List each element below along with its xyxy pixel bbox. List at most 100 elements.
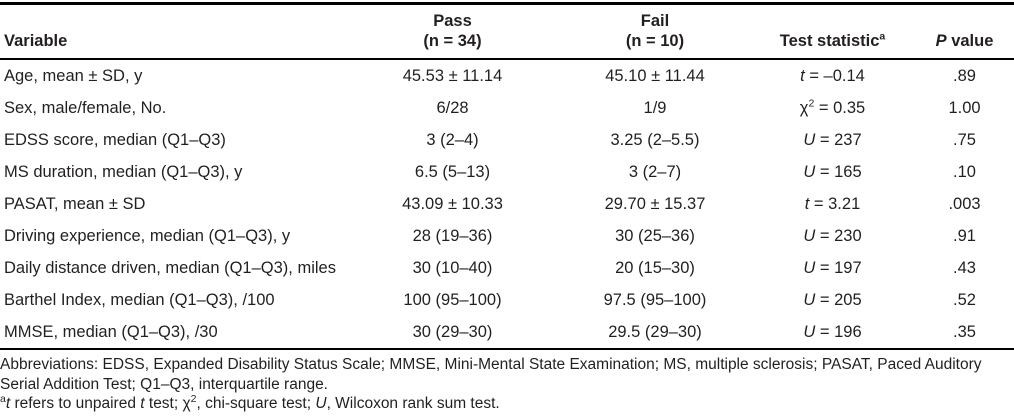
header-p-rest: value	[946, 32, 994, 50]
footnote-a-u: U	[315, 395, 327, 412]
footnote-a-t1: t	[5, 395, 11, 412]
header-p-value: P value	[915, 3, 1014, 60]
header-pass-line2: (n = 34)	[423, 32, 482, 50]
pass-value-cell: 6.5 (5–13)	[414, 163, 491, 181]
pass-value-cell: 45.53 ± 11.14	[402, 67, 503, 85]
fail-value-cell: 20 (15–30)	[615, 259, 695, 277]
header-fail-line1: Fail	[640, 12, 670, 30]
table-row: Daily distance driven, median (Q1–Q3), m…	[0, 252, 1014, 284]
statistic-symbol: U	[803, 323, 816, 341]
fail-value-cell: 29.5 (29–30)	[608, 323, 702, 341]
p-value-cell: .43	[953, 259, 976, 277]
statistic-symbol: t	[804, 195, 810, 213]
test-statistic-cell: U = 165	[750, 156, 915, 188]
table-row: EDSS score, median (Q1–Q3) 3 (2–4) 3.25 (2…	[0, 124, 1014, 156]
test-statistic-cell: U = 196	[750, 316, 915, 349]
p-value-cell: .89	[953, 67, 976, 85]
abbreviations-note: Abbreviations: EDSS, Expanded Disability…	[0, 356, 982, 393]
statistic-symbol: U	[803, 163, 816, 181]
table-row: PASAT, mean ± SD 43.09 ± 10.33 29.70 ± 15.…	[0, 188, 1014, 220]
pass-value-cell: 30 (10–40)	[412, 259, 493, 277]
test-statistic-cell: U = 230	[750, 220, 915, 252]
table-row: Sex, male/female, No. 6/28 1/9 χ2 = 0.35 1.0…	[0, 92, 1014, 124]
statistic-value: = –0.14	[804, 67, 865, 85]
footnote-a-mid1: refers to unpaired	[10, 395, 141, 412]
statistic-value: = 237	[815, 131, 862, 149]
test-statistic-cell: t = 3.21	[750, 188, 915, 220]
p-value-cell: .52	[953, 291, 976, 309]
test-statistic-cell: χ2 = 0.35	[750, 92, 915, 124]
table-footnotes: Abbreviations: EDSS, Expanded Disability…	[0, 355, 1014, 414]
variable-cell: PASAT, mean ± SD	[4, 195, 146, 213]
p-value-cell: 1.00	[948, 99, 981, 117]
pass-value-cell: 28 (19–36)	[412, 227, 493, 245]
variable-cell: MS duration, median (Q1–Q3), y	[4, 163, 243, 181]
statistic-value: = 196	[815, 323, 862, 341]
fail-value-cell: 3 (2–7)	[628, 163, 682, 181]
fail-value-cell: 3.25 (2–5.5)	[610, 131, 700, 149]
statistic-value: = 3.21	[809, 195, 861, 213]
p-value-cell: .91	[953, 227, 976, 245]
statistic-value: = 0.35	[814, 99, 866, 117]
test-statistic-cell: U = 237	[750, 124, 915, 156]
header-p-italic: P	[935, 32, 947, 50]
footnote-a-mid3: , chi-square test;	[196, 395, 316, 412]
statistic-symbol: U	[803, 227, 816, 245]
p-value-cell: .75	[953, 131, 976, 149]
variable-cell: Sex, male/female, No.	[4, 99, 167, 117]
p-value-cell: .10	[953, 163, 976, 181]
footnote-a-marker: a	[0, 392, 6, 405]
variable-cell: Daily distance driven, median (Q1–Q3), m…	[4, 259, 336, 277]
variable-cell: Age, mean ± SD, y	[4, 67, 143, 85]
footnote-a: at refers to unpaired t test; χ2, chi-sq…	[0, 394, 1014, 414]
header-variable: Variable	[0, 3, 345, 60]
statistic-symbol: t	[800, 67, 805, 85]
footnote-a-chi-sup: 2	[190, 392, 197, 405]
fail-value-cell: 1/9	[643, 99, 667, 117]
table-row: MS duration, median (Q1–Q3), y 6.5 (5–13)…	[0, 156, 1014, 188]
statistic-value: = 165	[815, 163, 862, 181]
statistics-table: Variable Pass (n = 34) Fail (n = 10) Tes…	[0, 2, 1014, 350]
table-header: Variable Pass (n = 34) Fail (n = 10) Tes…	[0, 3, 1014, 60]
table-row: Driving experience, median (Q1–Q3), y 28 …	[0, 220, 1014, 252]
header-row: Variable Pass (n = 34) Fail (n = 10) Tes…	[0, 3, 1014, 60]
footnote-a-t2: t	[140, 395, 145, 412]
footnote-a-chi: χ	[182, 395, 191, 412]
pass-value-cell: 100 (95–100)	[403, 291, 502, 309]
statistic-symbol: U	[803, 259, 816, 277]
table-row: Age, mean ± SD, y 45.53 ± 11.14 45.10 ± 11…	[0, 59, 1014, 92]
fail-value-cell: 97.5 (95–100)	[603, 291, 707, 309]
footnote-a-end: , Wilcoxon rank sum test.	[326, 395, 500, 412]
variable-cell: EDSS score, median (Q1–Q3)	[4, 131, 226, 149]
fail-value-cell: 45.10 ± 11.44	[605, 67, 705, 85]
statistic-value: = 197	[815, 259, 862, 277]
header-test-statistic-label: Test statistic	[779, 32, 880, 50]
variable-cell: Driving experience, median (Q1–Q3), y	[4, 227, 291, 245]
test-statistic-cell: t = –0.14	[750, 59, 915, 92]
fail-value-cell: 29.70 ± 15.37	[604, 195, 706, 213]
header-fail: Fail (n = 10)	[560, 3, 750, 60]
statistic-value: = 205	[815, 291, 862, 309]
pass-value-cell: 43.09 ± 10.33	[402, 195, 503, 213]
header-pass: Pass (n = 34)	[345, 3, 560, 60]
pass-value-cell: 3 (2–4)	[426, 131, 479, 149]
header-variable-label: Variable	[4, 32, 68, 50]
header-fail-line2: (n = 10)	[625, 32, 685, 50]
header-test-statistic-footnote-marker: a	[879, 30, 886, 43]
header-test-statistic: Test statistica	[750, 3, 915, 60]
header-pass-line1: Pass	[433, 12, 472, 30]
test-statistic-cell: U = 205	[750, 284, 915, 316]
pass-value-cell: 30 (29–30)	[412, 323, 493, 341]
test-statistic-cell: U = 197	[750, 252, 915, 284]
table-row: Barthel Index, median (Q1–Q3), /100 100 (…	[0, 284, 1014, 316]
fail-value-cell: 30 (25–36)	[615, 227, 695, 245]
variable-cell: MMSE, median (Q1–Q3), /30	[4, 323, 218, 341]
statistic-symbol: U	[803, 131, 816, 149]
statistic-superscript: 2	[808, 97, 815, 110]
footnote-a-mid2: test;	[144, 395, 183, 412]
statistic-value: = 230	[815, 227, 862, 245]
statistic-symbol: U	[803, 291, 816, 309]
table-body: Age, mean ± SD, y 45.53 ± 11.14 45.10 ± 11…	[0, 59, 1014, 349]
statistic-symbol: χ	[799, 99, 809, 117]
